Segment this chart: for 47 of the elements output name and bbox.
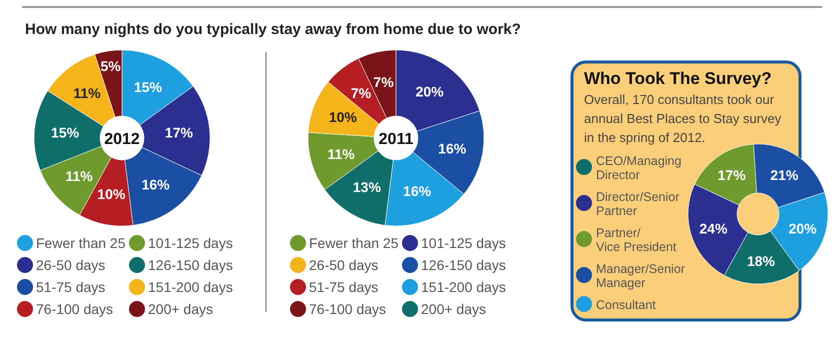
data-label: 10%	[328, 108, 358, 125]
legend-label: CEO/Managing Director	[596, 154, 682, 182]
data-label: 7%	[350, 84, 372, 101]
text: 2011	[378, 131, 414, 148]
data-label: 7%	[373, 74, 394, 90]
data-label: 5%	[100, 58, 122, 74]
legend-label: 101-125 days	[148, 235, 233, 251]
legend-label: 26-50 days	[309, 257, 378, 273]
legend-label: 151-200 days	[148, 279, 233, 295]
text: Who Took The Survey?	[584, 69, 772, 88]
legend-label: Manager/Senior Manager	[596, 262, 685, 290]
data-label: 13%	[352, 179, 382, 196]
legend-label: 76-100 days	[36, 301, 114, 317]
legend-label: 51-75 days	[36, 279, 106, 295]
legend-label: Director/Senior Partner	[596, 190, 680, 218]
legend-label: Fewer than 25	[309, 235, 399, 251]
data-label: 16%	[438, 140, 467, 157]
data-label: 21%	[770, 167, 799, 184]
data-label: 11%	[73, 84, 102, 101]
legend-label: 76-100 days	[309, 301, 386, 317]
data-label: 15%	[51, 124, 80, 141]
data-label: 10%	[97, 186, 126, 202]
data-label: 20%	[788, 220, 818, 236]
legend-label: Consultant	[596, 298, 656, 312]
data-label: 16%	[403, 183, 432, 200]
legend-label: 126-150 days	[421, 257, 506, 273]
data-label: 15%	[134, 79, 163, 96]
data-label: 24%	[699, 220, 728, 236]
data-label: 18%	[746, 252, 776, 269]
legend-label: Fewer than 25	[36, 235, 126, 251]
legend-label: 126-150 days	[148, 257, 233, 273]
data-label: 11%	[65, 168, 94, 184]
text: How many nights do you typically stay away from home due to work?	[25, 21, 521, 38]
legend-label: Partner/ Vice President	[596, 226, 677, 254]
legend-label: 200+ days	[421, 301, 486, 317]
legend-label: 200+ days	[148, 301, 213, 317]
text: Overall, 170 consultants took our annual Best Places to Stay survey in the spring of 2012.	[584, 92, 782, 145]
data-label: 20%	[416, 84, 444, 100]
data-label: 11%	[327, 146, 356, 162]
data-label: 17%	[718, 167, 746, 184]
data-label: 16%	[142, 176, 170, 192]
legend-label: 26-50 days	[36, 257, 106, 273]
legend-label: 151-200 days	[421, 279, 506, 295]
data-label: 17%	[164, 124, 194, 141]
text: 2012	[104, 131, 140, 148]
legend-label: 101-125 days	[421, 235, 506, 251]
legend-label: 51-75 days	[309, 279, 378, 295]
